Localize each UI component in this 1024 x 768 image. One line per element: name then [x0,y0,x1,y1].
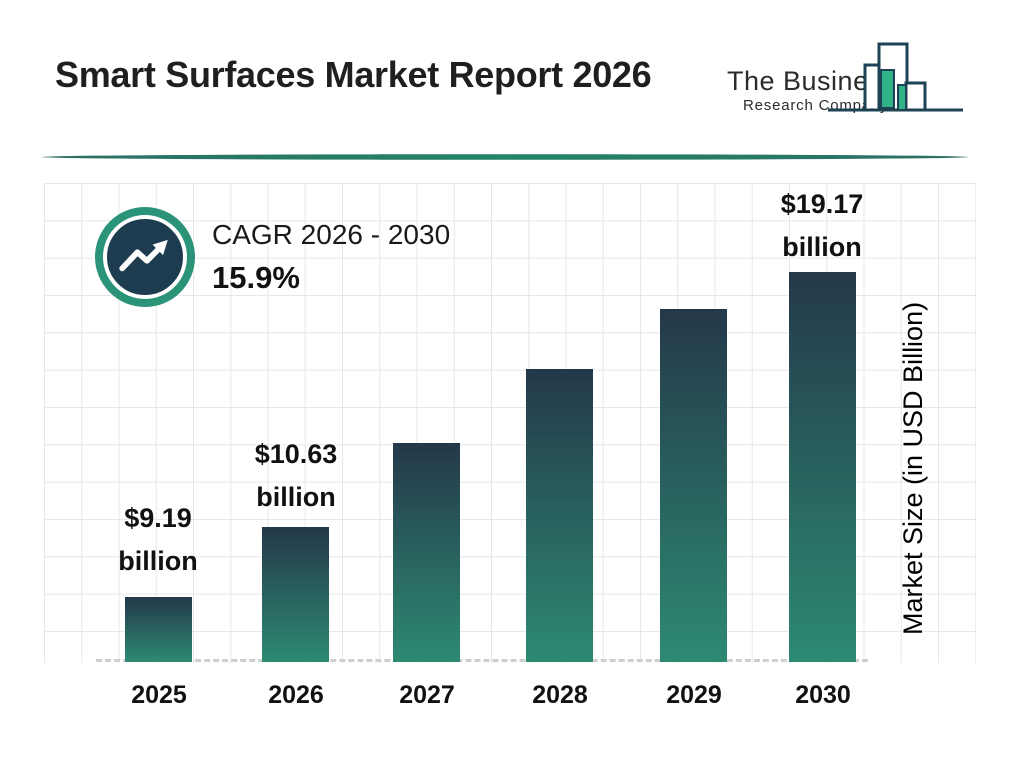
bar-2025 [125,597,192,662]
x-tick-2028: 2028 [532,681,588,709]
value-label-2030: $19.17 billion [722,183,922,269]
cagr-text-block: CAGR 2026 - 2030 15.9% [212,218,450,298]
value-label-2025-amount: $9.19 [124,503,192,533]
page-title: Smart Surfaces Market Report 2026 [55,54,652,95]
bar-2026 [262,527,329,662]
cagr-period-label: CAGR 2026 - 2030 [212,219,451,250]
bar-2028 [526,369,593,662]
bar-2030 [789,272,856,662]
value-label-2025-unit: billion [118,546,198,576]
x-tick-2027: 2027 [399,681,455,709]
header-divider [42,154,968,160]
bar-2027 [393,443,460,662]
y-axis-label: Market Size (in USD Billion) [898,301,928,635]
bar-2029 [660,309,727,662]
value-label-2026: $10.63 billion [196,433,396,519]
trend-up-arrow-icon [119,239,168,272]
value-label-2025: $9.19 billion [58,497,258,583]
cagr-badge [95,207,195,307]
value-label-2026-amount: $10.63 [254,439,338,469]
x-tick-2029: 2029 [666,681,722,709]
x-tick-2030: 2030 [795,681,851,709]
cagr-value: 15.9% [212,260,300,295]
value-label-2030-unit: billion [782,232,862,262]
x-tick-2025: 2025 [131,681,187,709]
cagr-badge-inner-circle [103,215,187,299]
value-label-2026-unit: billion [256,482,336,512]
value-label-2030-amount: $19.17 [780,189,864,219]
bar-buildings-logo-icon [828,42,963,112]
x-tick-2026: 2026 [268,681,324,709]
x-axis-dashed-baseline [96,659,868,662]
